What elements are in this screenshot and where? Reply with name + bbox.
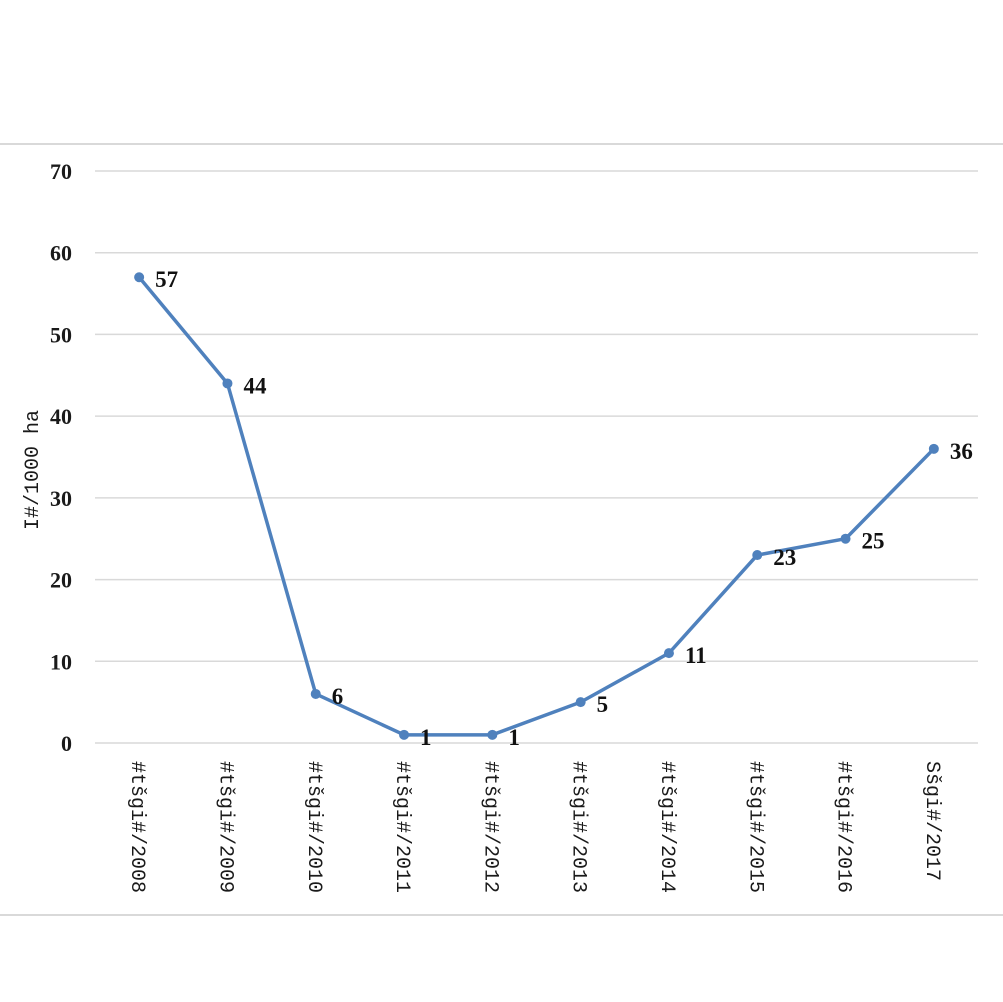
data-points <box>134 272 939 740</box>
data-label: 6 <box>332 684 344 709</box>
x-tick-label: #tšgi#/2013 <box>567 761 590 893</box>
x-tick-label: #tšgi#/2016 <box>832 761 855 893</box>
data-point <box>134 272 145 283</box>
data-point <box>310 688 321 699</box>
y-tick-label: 50 <box>50 322 72 347</box>
y-tick-label: 70 <box>50 159 72 184</box>
data-label: 1 <box>508 725 519 750</box>
data-point <box>487 729 498 740</box>
data-point <box>928 443 939 454</box>
y-axis-ticks: 0 10 20 30 40 50 60 70 <box>50 159 72 756</box>
data-point <box>663 648 674 659</box>
x-tick-label: #tšgi#/2008 <box>125 761 148 893</box>
y-axis-label: I#/1000 ha <box>22 410 45 530</box>
data-label: 11 <box>685 643 707 668</box>
data-point <box>575 697 586 708</box>
data-point <box>752 550 763 561</box>
data-point <box>399 729 410 740</box>
data-label: 44 <box>243 373 267 398</box>
data-label: 1 <box>420 725 432 750</box>
x-tick-label: #tšgi#/2009 <box>213 761 236 893</box>
x-tick-label: #tšgi#/2015 <box>743 761 766 893</box>
x-tick-label: #tšgi#/2014 <box>655 761 678 893</box>
y-tick-label: 40 <box>50 404 72 429</box>
data-label: 57 <box>155 267 178 292</box>
data-label: 23 <box>773 545 796 570</box>
y-tick-label: 10 <box>50 649 72 674</box>
y-tick-label: 60 <box>50 241 72 266</box>
y-tick-label: 30 <box>50 486 72 511</box>
x-tick-label: Sšgi#/2017 <box>920 761 943 881</box>
data-point <box>222 378 233 389</box>
data-point <box>840 533 851 544</box>
series-line <box>137 276 936 737</box>
y-tick-label: 0 <box>61 731 72 756</box>
gridlines <box>95 170 978 744</box>
data-label: 25 <box>862 529 885 554</box>
x-axis-ticks: #tšgi#/2008 #tšgi#/2009 #tšgi#/2010 #tšgi#/… <box>125 761 943 893</box>
x-tick-label: #tšgi#/2010 <box>302 761 325 893</box>
y-tick-label: 20 <box>50 568 72 593</box>
x-tick-label: #tšgi#/2011 <box>390 761 413 893</box>
bottom-rule <box>0 914 1003 916</box>
top-rule <box>0 143 1003 145</box>
data-label: 36 <box>950 439 973 464</box>
x-tick-label: #tšgi#/2012 <box>478 761 501 893</box>
data-label: 5 <box>597 692 609 717</box>
